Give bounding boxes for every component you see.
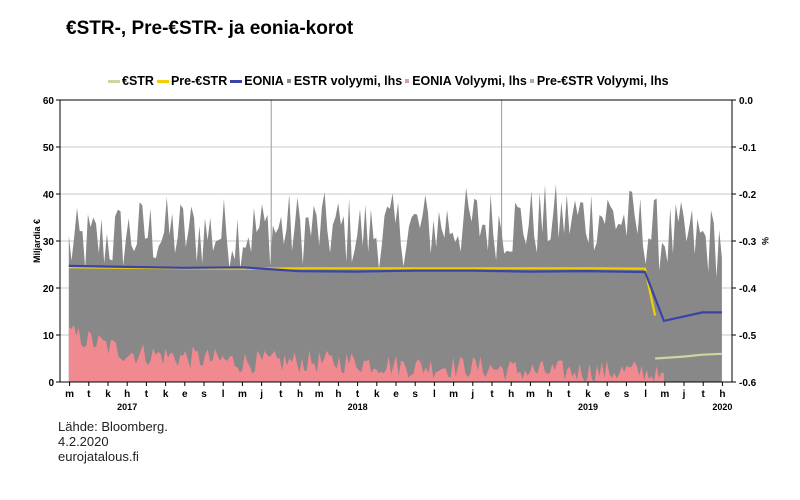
x-axis-month-label: m xyxy=(238,389,247,400)
x-axis-month-label: m xyxy=(526,389,535,400)
line--str xyxy=(655,352,722,360)
chart-footer: Lähde: Bloomberg. 4.2.2020 eurojatalous.… xyxy=(58,419,168,464)
x-axis-month-label: k xyxy=(163,389,169,400)
left-axis-tick-label: 10 xyxy=(43,331,55,342)
right-axis-tick-label: -0.5 xyxy=(739,331,757,342)
left-axis-tick-label: 50 xyxy=(43,143,55,154)
x-axis-month-label: e xyxy=(604,389,610,400)
x-axis-year-label: 2018 xyxy=(348,402,368,412)
x-axis-month-label: m xyxy=(660,389,669,400)
right-axis-tick-label: -0.3 xyxy=(739,237,757,248)
left-axis-tick-label: 60 xyxy=(43,96,55,107)
x-axis-month-label: t xyxy=(490,389,494,400)
x-axis-month-label: h xyxy=(547,389,553,400)
left-axis-title: Miljardia € xyxy=(32,219,42,263)
chart-legend: €STR Pre-€STR EONIA ESTR volyymi, lhs EO… xyxy=(108,74,672,88)
x-axis-month-label: t xyxy=(356,389,360,400)
area-pre-str-volyymi-lhs xyxy=(68,324,664,382)
x-axis-year-label: 2017 xyxy=(117,402,137,412)
legend-label-pre-estr-volume: Pre-€STR Volyymi, lhs xyxy=(536,74,669,88)
x-axis-month-label: k xyxy=(374,389,380,400)
legend-swatch-estr-volume xyxy=(286,79,291,83)
legend-label-pre-estr: Pre-€STR xyxy=(170,74,228,88)
legend-swatch-eonia-volume xyxy=(405,79,410,83)
x-axis-month-label: m xyxy=(449,389,458,400)
x-axis-month-label: h xyxy=(335,389,341,400)
x-axis-month-label: m xyxy=(65,389,74,400)
x-axis-month-label: t xyxy=(279,389,283,400)
legend-item-eonia: EONIA xyxy=(230,74,284,88)
legend-item-pre-estr: Pre-€STR xyxy=(156,74,228,88)
x-axis-year-label: 2020 xyxy=(712,402,732,412)
legend-swatch-estr xyxy=(108,79,120,83)
site-name: eurojatalous.fi xyxy=(58,449,139,464)
legend-swatch-pre-estr-volume xyxy=(529,79,534,83)
x-axis-month-label: h xyxy=(297,389,303,400)
x-axis-month-label: e xyxy=(393,389,399,400)
left-axis-tick-label: 0 xyxy=(48,378,54,389)
legend-item-eonia-volume: EONIA Volyymi, lhs xyxy=(405,74,527,88)
publication-date: 4.2.2020 xyxy=(58,434,109,449)
legend-item-estr: €STR xyxy=(108,74,154,88)
x-axis-month-label: m xyxy=(315,389,324,400)
x-axis-month-label: s xyxy=(412,389,418,400)
chart-title: €STR-, Pre-€STR- ja eonia-korot xyxy=(66,18,354,39)
x-axis-month-label: s xyxy=(201,389,207,400)
x-axis-month-label: l xyxy=(644,389,647,400)
x-axis-year-label: 2019 xyxy=(578,402,598,412)
x-axis-month-label: l xyxy=(222,389,225,400)
x-axis-month-label: k xyxy=(105,389,111,400)
right-axis-title: % xyxy=(760,237,770,245)
source-note: Lähde: Bloomberg. xyxy=(58,419,168,434)
x-axis-month-label: h xyxy=(124,389,130,400)
x-axis-month-label: j xyxy=(470,389,474,400)
x-axis-month-label: j xyxy=(682,389,686,400)
left-axis-tick-label: 40 xyxy=(43,190,55,201)
legend-label-estr: €STR xyxy=(122,74,154,88)
legend-label-eonia-volume: EONIA Volyymi, lhs xyxy=(412,74,527,88)
x-axis-month-label: j xyxy=(259,389,263,400)
right-axis-tick-label: -0.6 xyxy=(739,378,757,389)
right-axis-tick-label: -0.1 xyxy=(739,143,757,154)
area-estr-volyymi-lhs xyxy=(68,184,722,382)
x-axis-month-label: h xyxy=(719,389,725,400)
x-axis-month-label: t xyxy=(87,389,91,400)
legend-item-estr-volume: ESTR volyymi, lhs xyxy=(286,74,403,88)
x-axis-month-label: t xyxy=(702,389,706,400)
legend-swatch-pre-estr xyxy=(156,79,169,83)
x-axis-month-label: t xyxy=(145,389,149,400)
x-axis-month-label: t xyxy=(567,389,571,400)
x-axis-month-label: s xyxy=(624,389,630,400)
x-axis-month-label: l xyxy=(433,389,436,400)
legend-label-eonia: EONIA xyxy=(244,74,284,88)
legend-swatch-eonia xyxy=(230,79,243,83)
right-axis-tick-label: -0.4 xyxy=(739,284,757,295)
x-axis-month-label: e xyxy=(182,389,188,400)
right-axis-tick-label: 0.0 xyxy=(739,96,753,107)
left-axis-tick-label: 30 xyxy=(43,237,55,248)
x-axis-month-label: k xyxy=(585,389,591,400)
left-axis-tick-label: 20 xyxy=(43,284,55,295)
x-axis-month-label: h xyxy=(508,389,514,400)
legend-item-pre-estr-volume: Pre-€STR Volyymi, lhs xyxy=(529,74,669,88)
legend-label-estr-volume: ESTR volyymi, lhs xyxy=(293,74,403,88)
line-eonia xyxy=(68,264,722,323)
right-axis-tick-label: -0.2 xyxy=(739,190,757,201)
